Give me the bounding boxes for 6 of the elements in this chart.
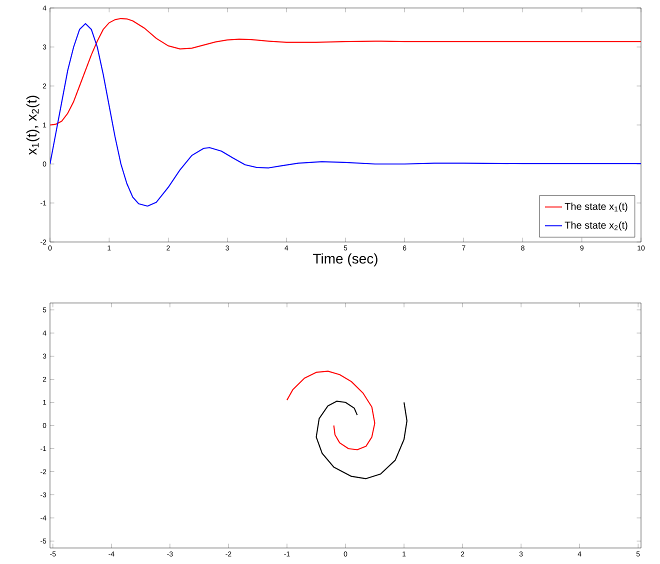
line-series	[286, 370, 376, 450]
legend-label: The state x$_{2}$(t)	[564, 221, 628, 231]
legend-label: The state x$_{1}$(t)	[564, 202, 628, 212]
x-axis-title: Time (sec)	[313, 253, 378, 266]
line-series	[316, 400, 408, 480]
y-axis-title: x$_{1}$(t), x$_{2}$(t)	[26, 96, 40, 155]
